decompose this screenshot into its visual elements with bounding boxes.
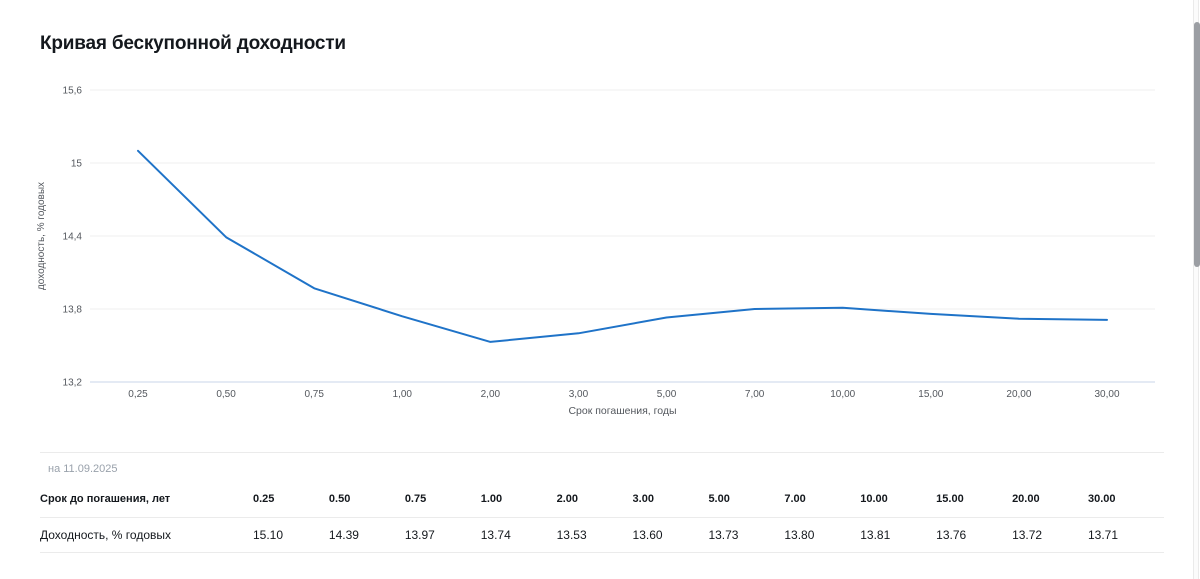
table-cell: 13.74 — [480, 527, 511, 542]
x-tick-label: 0,50 — [216, 389, 236, 400]
scrollbar-thumb[interactable] — [1194, 22, 1200, 267]
y-tick-label: 15 — [71, 159, 83, 170]
line-chart-canvas: 15,6 15 14,4 13,8 13,2 доходность, % годовых 0… — [36, 86, 1155, 417]
x-tick-label: 20,00 — [1006, 389, 1031, 400]
x-tick-label: 7,00 — [745, 389, 765, 400]
table-cell: 13.97 — [404, 527, 435, 542]
table-cell: 13.73 — [708, 527, 739, 542]
table-cell: 13.76 — [936, 527, 967, 542]
table-cell: 14.39 — [328, 527, 359, 542]
table-cell: 3.00 — [632, 492, 654, 505]
yield-curve-chart: 15,6 15 14,4 13,8 13,2 доходность, % годовых 0… — [0, 78, 1200, 423]
x-tick-label: 2,00 — [481, 389, 501, 400]
yield-curve-line — [137, 149, 1108, 343]
table-cell: 0.50 — [328, 492, 351, 505]
y-tick-label: 13,2 — [63, 378, 83, 389]
row-label: Срок до погашения, лет — [40, 492, 171, 505]
page-title: Кривая бескупонной доходности — [40, 33, 346, 54]
table-row: Доходность, % годовых 15.10 14.39 13.97 13.7… — [40, 517, 1164, 552]
yield-table: Срок до погашения, лет 0.25 0.50 0.75 1.00 2.… — [40, 481, 1164, 553]
table-row: Срок до погашения, лет 0.25 0.50 0.75 1.00 2.… — [40, 481, 1164, 517]
table-cell: 13.80 — [784, 527, 815, 542]
table-cell: 5.00 — [708, 492, 730, 505]
x-tick-label: 30,00 — [1094, 389, 1119, 400]
table-cell: 13.72 — [1012, 527, 1043, 542]
table-cell: 1.00 — [480, 492, 503, 505]
y-tick-label: 13,8 — [63, 305, 83, 316]
table-cell: 15.10 — [253, 527, 284, 542]
table-cell: 13.60 — [632, 527, 663, 542]
x-tick-label: 0,25 — [128, 389, 148, 400]
table-cell: 20.00 — [1012, 492, 1040, 505]
y-tick-label: 15,6 — [63, 86, 83, 97]
table-cell: 10.00 — [860, 492, 888, 505]
row-label: Доходность, % годовых — [40, 527, 171, 542]
x-tick-label: 3,00 — [569, 389, 589, 400]
x-tick-label: 10,00 — [830, 389, 855, 400]
table-cell: 7.00 — [784, 492, 806, 505]
as-of-date-label: на 11.09.2025 — [48, 463, 118, 475]
scrollbar-track[interactable] — [1193, 0, 1200, 579]
table-cell: 2.00 — [556, 492, 579, 505]
table-cell: 13.53 — [556, 527, 587, 542]
x-tick-label: 1,00 — [393, 389, 413, 400]
table-cell: 13.81 — [860, 527, 891, 542]
y-tick-label: 14,4 — [63, 232, 83, 243]
x-axis-title: Срок погашения, годы — [568, 405, 676, 417]
table-cell: 13.71 — [1087, 527, 1118, 542]
x-tick-label: 15,00 — [918, 389, 943, 400]
table-cell: 15.00 — [936, 492, 964, 505]
x-tick-label: 0,75 — [304, 389, 324, 400]
table-cell: 0.75 — [404, 492, 427, 505]
table-cell: 30.00 — [1087, 492, 1116, 505]
y-axis-title: доходность, % годовых — [36, 182, 47, 290]
x-tick-label: 5,00 — [657, 389, 677, 400]
yield-table-section: на 11.09.2025 Срок до погашения, лет 0.25… — [40, 452, 1164, 553]
table-cell: 0.25 — [253, 492, 275, 505]
